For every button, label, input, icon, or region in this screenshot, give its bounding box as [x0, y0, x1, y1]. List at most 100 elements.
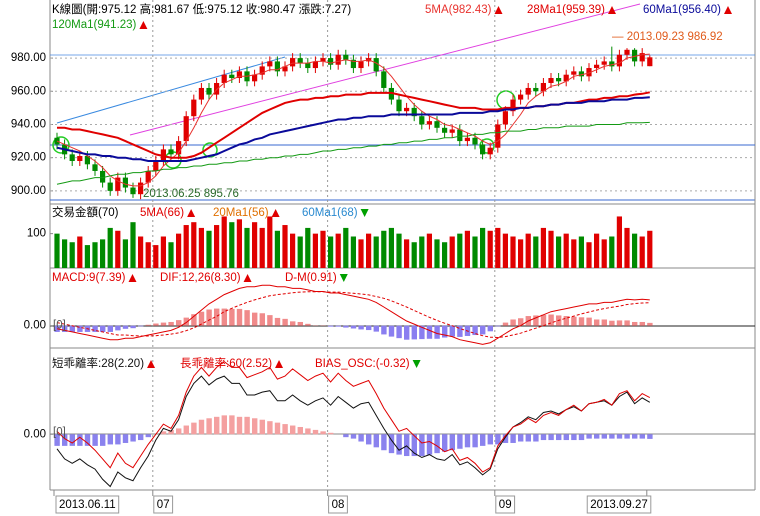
- volume-bar: [115, 230, 121, 268]
- legend-entry: 長乖離率:60(2.52): [180, 356, 272, 370]
- histogram-bar: [426, 434, 433, 455]
- histogram-bar: [358, 434, 364, 442]
- candle-body: [525, 87, 531, 95]
- candle-body: [297, 58, 303, 64]
- volume-bar: [366, 233, 372, 268]
- candle-body: [556, 78, 562, 82]
- annotation: 2013.06.25 895.76: [143, 188, 239, 200]
- y-tick-label: 0.00: [24, 320, 46, 332]
- histogram-bar: [100, 325, 106, 332]
- volume-bar: [229, 222, 235, 268]
- trend-arrow: [608, 6, 616, 14]
- trend-arrow: [724, 6, 732, 14]
- histogram-bar: [502, 322, 509, 326]
- histogram-bar: [381, 434, 387, 451]
- histogram-bar: [442, 325, 448, 338]
- volume-bar: [388, 227, 394, 268]
- histogram-bar: [282, 318, 288, 326]
- candle-body: [122, 177, 128, 188]
- trend-arrow: [339, 274, 348, 282]
- histogram-bar: [206, 309, 212, 326]
- histogram-bar: [138, 325, 144, 327]
- histogram-bar: [115, 434, 121, 445]
- histogram-bar: [77, 434, 83, 446]
- volume-bar: [259, 227, 265, 268]
- histogram-bar: [472, 325, 478, 336]
- volume-bar: [206, 230, 212, 268]
- volume-bar: [328, 236, 334, 268]
- candle-body: [594, 64, 600, 69]
- histogram-bar: [487, 325, 493, 332]
- histogram-bar: [624, 434, 630, 439]
- histogram-bar: [267, 421, 273, 435]
- histogram-bar: [639, 321, 645, 326]
- volume-bar: [282, 225, 288, 268]
- volume-bar: [168, 242, 174, 268]
- histogram-bar: [594, 434, 600, 439]
- trend-arrow: [271, 209, 280, 217]
- volume-bar: [457, 233, 463, 268]
- histogram-bar: [84, 434, 91, 446]
- x-label-box: [153, 495, 174, 514]
- x-tick-label: 2013.09.27: [590, 499, 648, 511]
- histogram-bar: [586, 317, 592, 326]
- highlight-circle: [52, 136, 70, 154]
- histogram-bar: [472, 434, 478, 448]
- histogram-bar: [442, 434, 448, 452]
- volume-bar: [426, 233, 432, 268]
- legend-entry: 短乖離率:28(2.20): [52, 356, 144, 370]
- histogram-bar: [115, 325, 121, 331]
- candle-body: [305, 63, 311, 69]
- histogram-bar: [388, 434, 395, 454]
- volume-bar: [191, 222, 197, 268]
- histogram-bar: [290, 321, 296, 326]
- annotation: — 2013.09.23 986.92: [612, 31, 723, 43]
- candle-body: [328, 58, 334, 65]
- candle-body: [54, 137, 60, 145]
- volume-bar: [358, 239, 364, 268]
- volume-bar: [62, 239, 68, 268]
- volume-bar: [214, 225, 220, 268]
- candle-body: [77, 156, 83, 161]
- candle-body: [419, 116, 425, 125]
- volume-bar: [464, 230, 470, 268]
- candle-body: [259, 66, 265, 75]
- histogram-bar: [647, 434, 653, 439]
- candle-body: [571, 71, 577, 75]
- volume-bar: [495, 227, 501, 268]
- trend-arrow: [360, 209, 369, 217]
- histogram-bar: [191, 422, 197, 435]
- volume-bar: [632, 233, 638, 268]
- volume-bar: [267, 216, 273, 268]
- histogram-bar: [328, 325, 334, 327]
- volume-bar: [130, 222, 136, 268]
- volume-bar: [312, 233, 318, 268]
- candle-body: [487, 147, 493, 155]
- histogram-bar: [434, 434, 440, 454]
- histogram-bar: [449, 434, 455, 451]
- indicator-line: [56, 284, 650, 345]
- candle-body: [639, 53, 645, 62]
- legend-entry: 20Ma1(56): [213, 207, 269, 219]
- histogram-bar: [609, 320, 615, 326]
- candle-body: [176, 141, 182, 155]
- x-label-box: [586, 495, 652, 514]
- histogram-bar: [571, 434, 577, 441]
- candle-body: [153, 160, 159, 171]
- histogram-bar: [510, 434, 516, 443]
- volume-bar: [69, 242, 75, 268]
- volume-bar: [176, 233, 182, 268]
- histogram-bar: [586, 434, 592, 439]
- histogram-bar: [69, 434, 75, 446]
- histogram-bar: [160, 431, 167, 435]
- y-tick-label: 960.00: [11, 85, 46, 97]
- histogram-bar: [244, 416, 250, 435]
- candle-body: [586, 68, 592, 77]
- volume-bar: [419, 236, 425, 268]
- histogram-bar: [107, 325, 113, 332]
- histogram-bar: [495, 325, 501, 327]
- histogram-bar: [609, 434, 615, 439]
- volume-bar: [198, 227, 204, 268]
- panel-note: [0]: [53, 320, 66, 332]
